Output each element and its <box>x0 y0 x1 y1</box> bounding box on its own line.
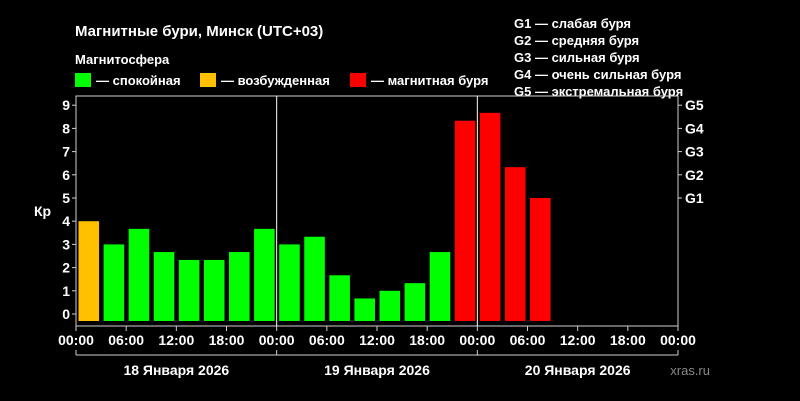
y-axis-label: Кр <box>34 203 51 219</box>
y-tick-label: 6 <box>62 167 70 183</box>
date-labels: 18 Января 2026 19 Января 2026 20 Января 20… <box>75 350 679 378</box>
legend-label-quiet: — спокойная <box>96 73 181 88</box>
x-tick-label: 12:00 <box>560 332 596 348</box>
x-tick-label: 12:00 <box>359 332 395 348</box>
kp-bar <box>379 290 401 321</box>
x-tick-label: 00:00 <box>58 332 94 348</box>
kp-bar <box>429 252 451 321</box>
x-tick-label: 06:00 <box>309 332 345 348</box>
g-tick-label: G2 <box>685 167 704 183</box>
day-separators <box>276 96 478 326</box>
y-tick-label: 5 <box>62 190 70 206</box>
g-tick-label: G4 <box>685 120 704 136</box>
storm-scale-g5: G5 — экстремальная буря <box>514 84 683 99</box>
legend-swatch-active <box>200 73 216 87</box>
x-axis: 00:00 06:00 12:00 18:00 00:00 06:00 12:00 18:00… <box>58 326 696 348</box>
y-tick-label: 1 <box>62 283 70 299</box>
kp-bar <box>329 275 350 321</box>
kp-bar <box>78 221 100 321</box>
y-tick-label: 4 <box>62 213 70 229</box>
x-tick-label: 00:00 <box>459 332 495 348</box>
kp-bar <box>304 236 325 321</box>
storm-scale-g1: G1 — слабая буря <box>514 16 631 31</box>
kp-bar <box>404 283 426 321</box>
storm-scale-g2: G2 — средняя буря <box>514 33 639 48</box>
legend-swatch-storm <box>350 73 366 87</box>
legend-swatch-quiet <box>75 73 91 87</box>
kp-bar <box>178 259 200 321</box>
y-tick-label: 0 <box>62 306 70 322</box>
kp-bar <box>504 167 526 321</box>
y-tick-label: 2 <box>62 260 70 276</box>
date-label: 18 Января 2026 <box>123 362 229 378</box>
x-tick-label: 06:00 <box>108 332 144 348</box>
legend-title: Магнитосфера <box>75 52 170 67</box>
kp-bar <box>229 252 250 321</box>
kp-bar <box>454 120 476 321</box>
y-tick-label: 8 <box>62 120 70 136</box>
x-tick-label: 12:00 <box>158 332 194 348</box>
credit-text: xras.ru <box>670 363 710 378</box>
kp-bar <box>128 228 150 321</box>
x-tick-label: 18:00 <box>209 332 245 348</box>
kp-bar <box>279 244 300 321</box>
x-tick-label: 18:00 <box>409 332 445 348</box>
date-label: 19 Января 2026 <box>324 362 430 378</box>
g-tick-label: G5 <box>685 97 704 113</box>
storm-scale-g4: G4 — очень сильная буря <box>514 67 681 82</box>
g-tick-label: G1 <box>685 190 704 206</box>
g-tick-label: G3 <box>685 144 704 160</box>
x-tick-label: 06:00 <box>510 332 546 348</box>
x-tick-label: 18:00 <box>610 332 646 348</box>
kp-bar <box>479 112 501 321</box>
kp-bar <box>103 244 125 321</box>
x-tick-label: 00:00 <box>660 332 696 348</box>
kp-bar <box>354 298 375 321</box>
y-tick-label: 9 <box>62 97 70 113</box>
kp-bar <box>203 259 225 321</box>
kp-bar <box>530 198 551 321</box>
storm-scale-g3: G3 — сильная буря <box>514 50 640 65</box>
chart-title: Магнитные бури, Минск (UTC+03) <box>75 23 323 40</box>
kp-bar <box>254 228 275 321</box>
legend-label-storm: — магнитная буря <box>371 73 488 88</box>
x-tick-label: 00:00 <box>259 332 295 348</box>
y-axis-left: 0 1 2 3 4 5 6 7 8 9 <box>62 97 76 322</box>
y-tick-label: 3 <box>62 236 70 252</box>
y-tick-label: 7 <box>62 144 70 160</box>
legend-label-active: — возбужденная <box>221 73 330 88</box>
kp-bar <box>153 252 175 321</box>
bars-group <box>78 112 551 321</box>
date-label: 20 Января 2026 <box>525 362 631 378</box>
y-axis-right: G1 G2 G3 G4 G5 <box>678 97 704 206</box>
